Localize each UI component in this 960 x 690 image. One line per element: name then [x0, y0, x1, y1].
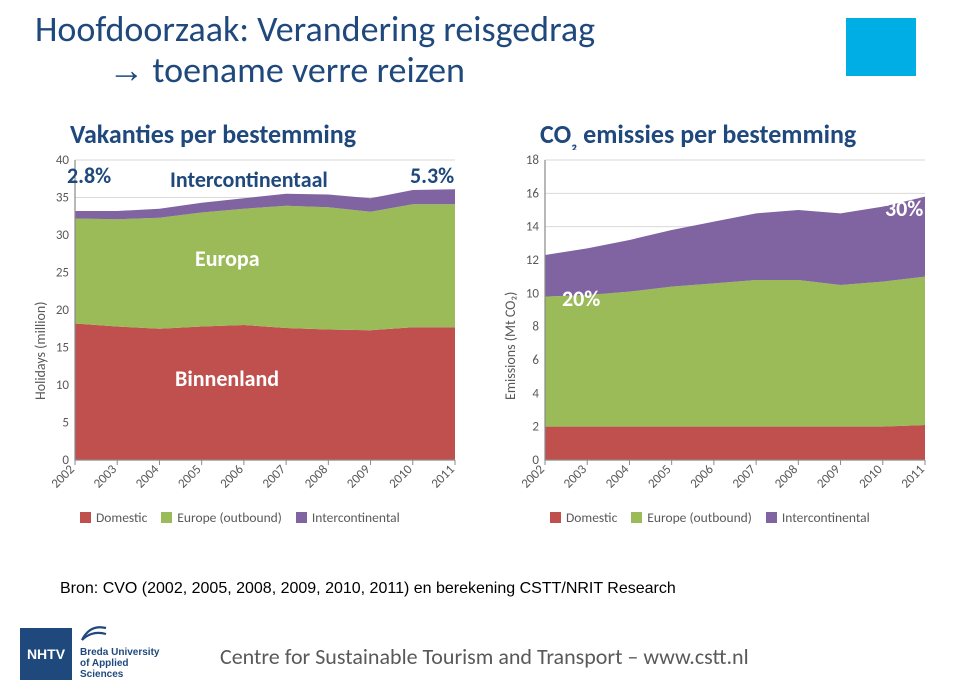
nhtv-logo: NHTV Breda Universityof AppliedSciences	[20, 622, 159, 680]
svg-text:2006: 2006	[687, 462, 717, 492]
slide: Hoofdoorzaak: Verandering reisgedrag → t…	[0, 0, 960, 690]
left-domestic-label: Binnenland	[175, 365, 279, 392]
footer-text: Centre for Sustainable Tourism and Trans…	[220, 643, 749, 670]
source-citation: Bron: CVO (2002, 2005, 2008, 2009, 2010,…	[60, 580, 676, 598]
svg-text:5: 5	[62, 416, 69, 431]
right-legend: Domestic Europe (outbound) Intercontinen…	[550, 509, 935, 526]
emissions-chart: 0246810121416182002200320042005200620072…	[490, 150, 940, 530]
left-europe-label: Europa	[195, 245, 260, 272]
legend-intercontinental: Intercontinental	[296, 509, 400, 526]
left-chart-title: Vakanties per bestemming	[70, 118, 356, 150]
right-end-pct: 30%	[885, 195, 923, 222]
svg-text:15: 15	[56, 341, 69, 356]
arrow-icon: →	[108, 49, 144, 90]
svg-text:2002: 2002	[49, 462, 79, 492]
svg-text:30: 30	[56, 228, 70, 243]
y-axis-label-right: Emissions (Mt CO₂)	[502, 292, 519, 400]
svg-text:2007: 2007	[260, 462, 290, 492]
legend-europe: Europe (outbound)	[161, 509, 282, 526]
legend-intercontinental-r: Intercontinental	[766, 509, 870, 526]
left-end-pct: 5.3%	[410, 162, 454, 189]
svg-text:2009: 2009	[814, 462, 844, 492]
holidays-chart: 0510152025303540200220032004200520062007…	[20, 150, 470, 530]
svg-text:8: 8	[532, 320, 539, 335]
holidays-chart-svg: 0510152025303540200220032004200520062007…	[20, 150, 470, 530]
legend-europe-r: Europe (outbound)	[631, 509, 752, 526]
y-axis-label-left: Holidays (million)	[32, 302, 49, 400]
svg-text:2011: 2011	[429, 462, 458, 491]
svg-text:6: 6	[532, 353, 539, 368]
svg-text:4: 4	[532, 386, 539, 401]
svg-text:2004: 2004	[603, 462, 633, 492]
svg-text:20: 20	[56, 303, 70, 318]
left-intercontinental-label: Intercontinentaal	[170, 166, 328, 193]
svg-text:2004: 2004	[133, 462, 163, 492]
svg-text:2006: 2006	[217, 462, 247, 492]
svg-text:10: 10	[526, 286, 540, 301]
svg-text:2010: 2010	[386, 462, 416, 492]
accent-box	[846, 18, 916, 76]
svg-text:10: 10	[56, 378, 70, 393]
svg-text:2011: 2011	[899, 462, 928, 491]
emissions-chart-svg: 0246810121416182002200320042005200620072…	[490, 150, 940, 530]
logo-arcs-icon	[80, 622, 108, 642]
svg-text:2003: 2003	[91, 462, 121, 492]
svg-text:16: 16	[526, 186, 540, 201]
breda-text: Breda Universityof AppliedSciences	[80, 622, 159, 680]
title-line-2: toename verre reizen	[152, 48, 465, 92]
left-legend: Domestic Europe (outbound) Intercontinen…	[80, 509, 465, 526]
title-line-1: Hoofdoorzaak: Verandering reisgedrag	[35, 7, 595, 51]
svg-text:25: 25	[56, 266, 69, 281]
svg-text:2010: 2010	[856, 462, 886, 492]
svg-text:18: 18	[526, 153, 540, 168]
legend-domestic-r: Domestic	[550, 509, 617, 526]
svg-text:2008: 2008	[772, 462, 802, 492]
nhtv-badge: NHTV	[20, 628, 72, 680]
svg-text:14: 14	[526, 220, 540, 235]
svg-text:2009: 2009	[344, 462, 374, 492]
svg-text:2002: 2002	[519, 462, 549, 492]
right-start-pct: 20%	[562, 285, 600, 312]
svg-text:12: 12	[526, 253, 540, 268]
slide-title: Hoofdoorzaak: Verandering reisgedrag → t…	[35, 10, 595, 90]
svg-text:2: 2	[532, 420, 539, 435]
right-chart-title: CO2 emissies per bestemming	[540, 118, 856, 154]
svg-text:35: 35	[56, 191, 69, 206]
svg-text:2007: 2007	[730, 462, 760, 492]
svg-text:2003: 2003	[561, 462, 591, 492]
svg-text:2005: 2005	[175, 462, 204, 491]
legend-domestic: Domestic	[80, 509, 147, 526]
svg-text:2008: 2008	[302, 462, 332, 492]
svg-text:2005: 2005	[645, 462, 674, 491]
left-start-pct: 2.8%	[67, 162, 111, 189]
